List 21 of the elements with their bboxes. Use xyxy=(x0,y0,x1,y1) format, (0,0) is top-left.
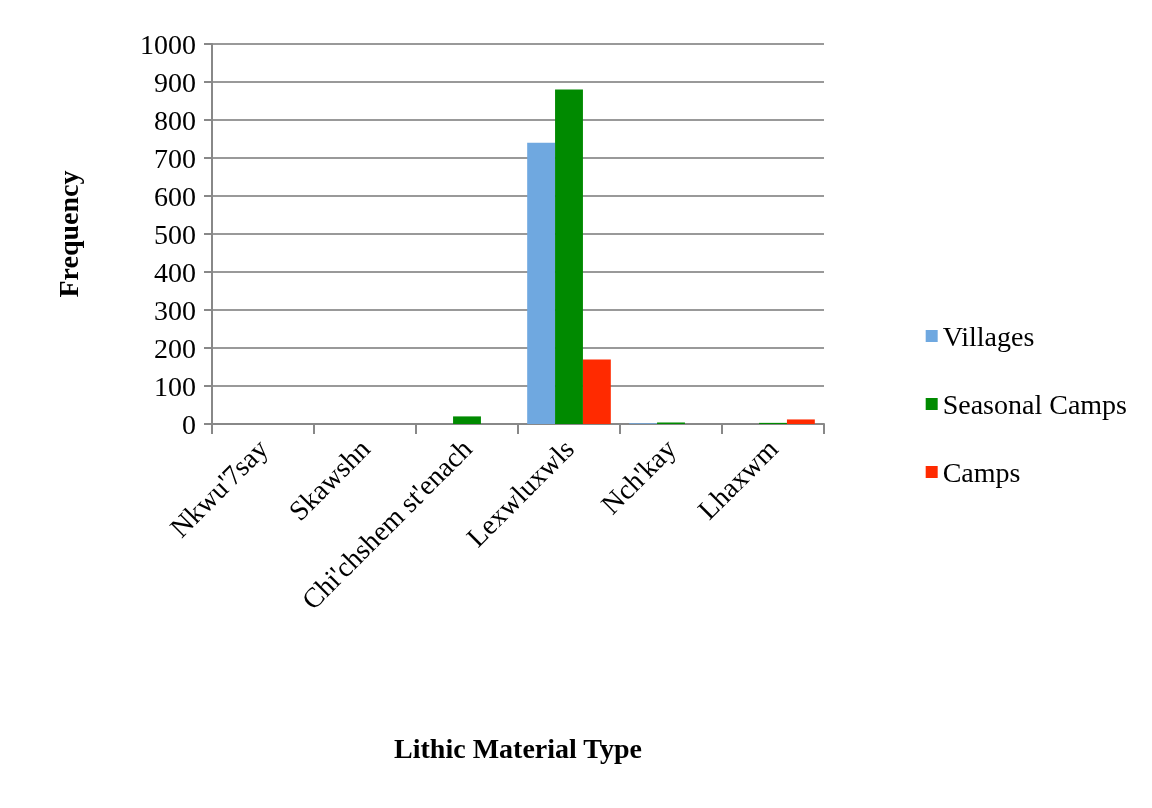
legend-label: Seasonal Camps xyxy=(942,388,1127,420)
bar xyxy=(555,89,583,424)
legend-label: Villages xyxy=(942,320,1035,352)
y-tick-label: 700 xyxy=(154,142,196,174)
y-tick-label: 900 xyxy=(154,66,196,98)
y-tick-label: 1000 xyxy=(140,28,196,60)
y-tick-label: 100 xyxy=(154,370,196,402)
bar xyxy=(453,416,481,424)
legend-label: Camps xyxy=(942,456,1021,488)
bar xyxy=(527,142,556,424)
y-tick-label: 200 xyxy=(154,332,196,364)
y-axis-title: Frequency xyxy=(52,170,84,298)
y-tick-label: 500 xyxy=(154,218,196,250)
y-tick-label: 0 xyxy=(182,408,196,440)
bar xyxy=(582,359,611,424)
y-tick-label: 800 xyxy=(154,104,196,136)
bar xyxy=(786,419,815,424)
y-tick-label: 600 xyxy=(154,180,196,212)
x-axis-title: Lithic Material Type xyxy=(394,732,642,764)
y-tick-label: 400 xyxy=(154,256,196,288)
y-tick-label: 300 xyxy=(154,294,196,326)
